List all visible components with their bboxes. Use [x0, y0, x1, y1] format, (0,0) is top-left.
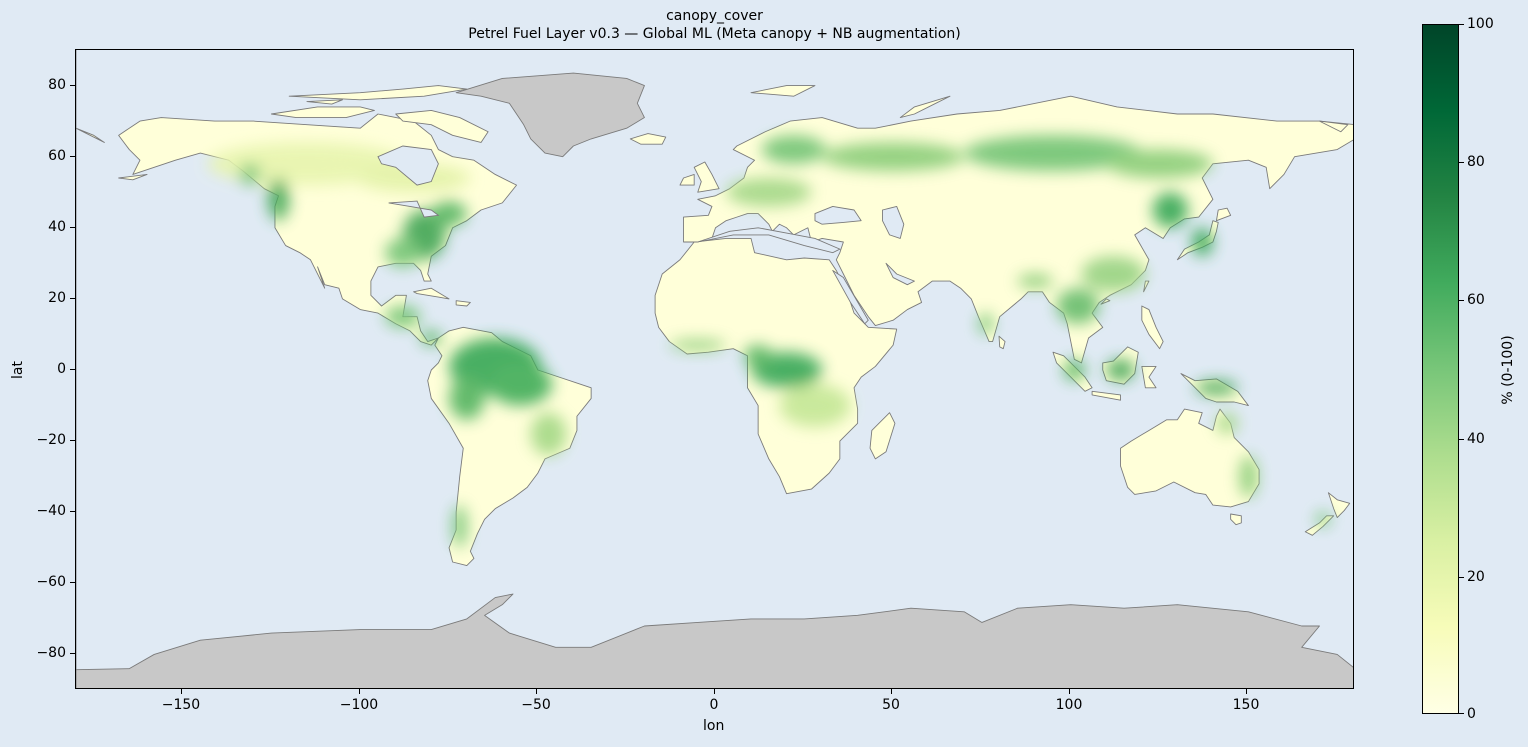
tick-mark-x — [1069, 689, 1070, 694]
landmass-greenland — [455, 72, 645, 158]
colorbar-tick — [1459, 439, 1464, 440]
tick-mark-y — [70, 653, 75, 654]
y-tick-label: −20 — [36, 432, 66, 448]
colorbar-label: % (0-100) — [1500, 335, 1516, 405]
landmass-sulawesi-philippines — [1141, 305, 1164, 389]
tick-mark-x — [891, 689, 892, 694]
y-tick-label: 20 — [48, 290, 66, 306]
y-tick-label: −80 — [36, 645, 66, 661]
x-tick-label: −100 — [339, 697, 379, 713]
landmass-arctic-islands — [270, 85, 468, 119]
colorbar-tick-label: 80 — [1467, 154, 1485, 170]
tick-mark-y — [70, 440, 75, 441]
caspian-sea — [882, 206, 905, 239]
colorbar-tick — [1459, 162, 1464, 163]
tick-mark-y — [70, 156, 75, 157]
landmass-taiwan-hainan — [1100, 280, 1150, 305]
x-tick-label: 0 — [709, 697, 719, 713]
colorbar-tick-label: 60 — [1467, 292, 1485, 308]
colorbar-tick-label: 20 — [1467, 569, 1485, 585]
landmass-caribbean — [413, 287, 471, 307]
colorbar-tick — [1459, 24, 1464, 25]
tick-mark-x — [714, 689, 715, 694]
x-tick-label: 50 — [882, 697, 900, 713]
map-panel[interactable] — [75, 49, 1354, 689]
tick-mark-y — [70, 85, 75, 86]
x-tick-label: −150 — [161, 697, 201, 713]
y-tick-label: 80 — [48, 77, 66, 93]
y-tick-label: −60 — [36, 574, 66, 590]
landmass-baffin — [395, 110, 489, 143]
y-tick-label: 40 — [48, 219, 66, 235]
y-tick-label: 0 — [57, 361, 66, 377]
landmass-java — [1091, 390, 1121, 401]
tick-mark-y — [70, 511, 75, 512]
y-tick-label: 60 — [48, 148, 66, 164]
hudson-bay — [377, 145, 439, 186]
landmass-madagascar — [869, 412, 896, 460]
tick-mark-y — [70, 369, 75, 370]
colorbar-tick-label: 0 — [1467, 706, 1476, 722]
y-axis-label: lat — [9, 361, 26, 379]
colorbar-tick-label: 100 — [1467, 16, 1494, 32]
landmass-sri-lanka — [998, 335, 1006, 350]
red-sea-persian-gulf — [832, 262, 915, 325]
colorbar-tick — [1459, 577, 1464, 578]
landmass-tasmania — [1230, 513, 1242, 526]
landmass-iceland — [629, 133, 667, 145]
tick-mark-y — [70, 227, 75, 228]
tick-mark-x — [359, 689, 360, 694]
landmass-australia — [1120, 408, 1260, 508]
black-sea — [814, 206, 862, 225]
x-tick-label: 150 — [1232, 697, 1260, 713]
landmass-alaska-islands — [76, 120, 1349, 181]
landmass-novaya-zemlya — [750, 85, 951, 119]
y-tick-label: −40 — [36, 503, 66, 519]
x-tick-label: 100 — [1055, 697, 1083, 713]
colorbar-tick-label: 40 — [1467, 431, 1485, 447]
great-lakes — [388, 200, 440, 218]
x-axis-label: lon — [703, 718, 725, 734]
x-tick-label: −50 — [521, 697, 551, 713]
tick-mark-x — [181, 689, 182, 694]
chart-subtitle: Petrel Fuel Layer v0.3 — Global ML (Meta… — [468, 26, 961, 42]
canopy-layer — [207, 135, 1331, 548]
tick-mark-x — [1246, 689, 1247, 694]
chart-title: canopy_cover — [666, 8, 763, 24]
colorbar-tick — [1459, 713, 1464, 714]
colorbar-tick — [1459, 300, 1464, 301]
tick-mark-x — [536, 689, 537, 694]
tick-mark-y — [70, 298, 75, 299]
landmass-antarctica — [76, 50, 1353, 688]
world-map — [76, 50, 1353, 688]
landmass-britain — [679, 161, 720, 193]
mediterranean-patch — [697, 227, 841, 254]
colorbar — [1422, 24, 1459, 714]
tick-mark-y — [70, 582, 75, 583]
